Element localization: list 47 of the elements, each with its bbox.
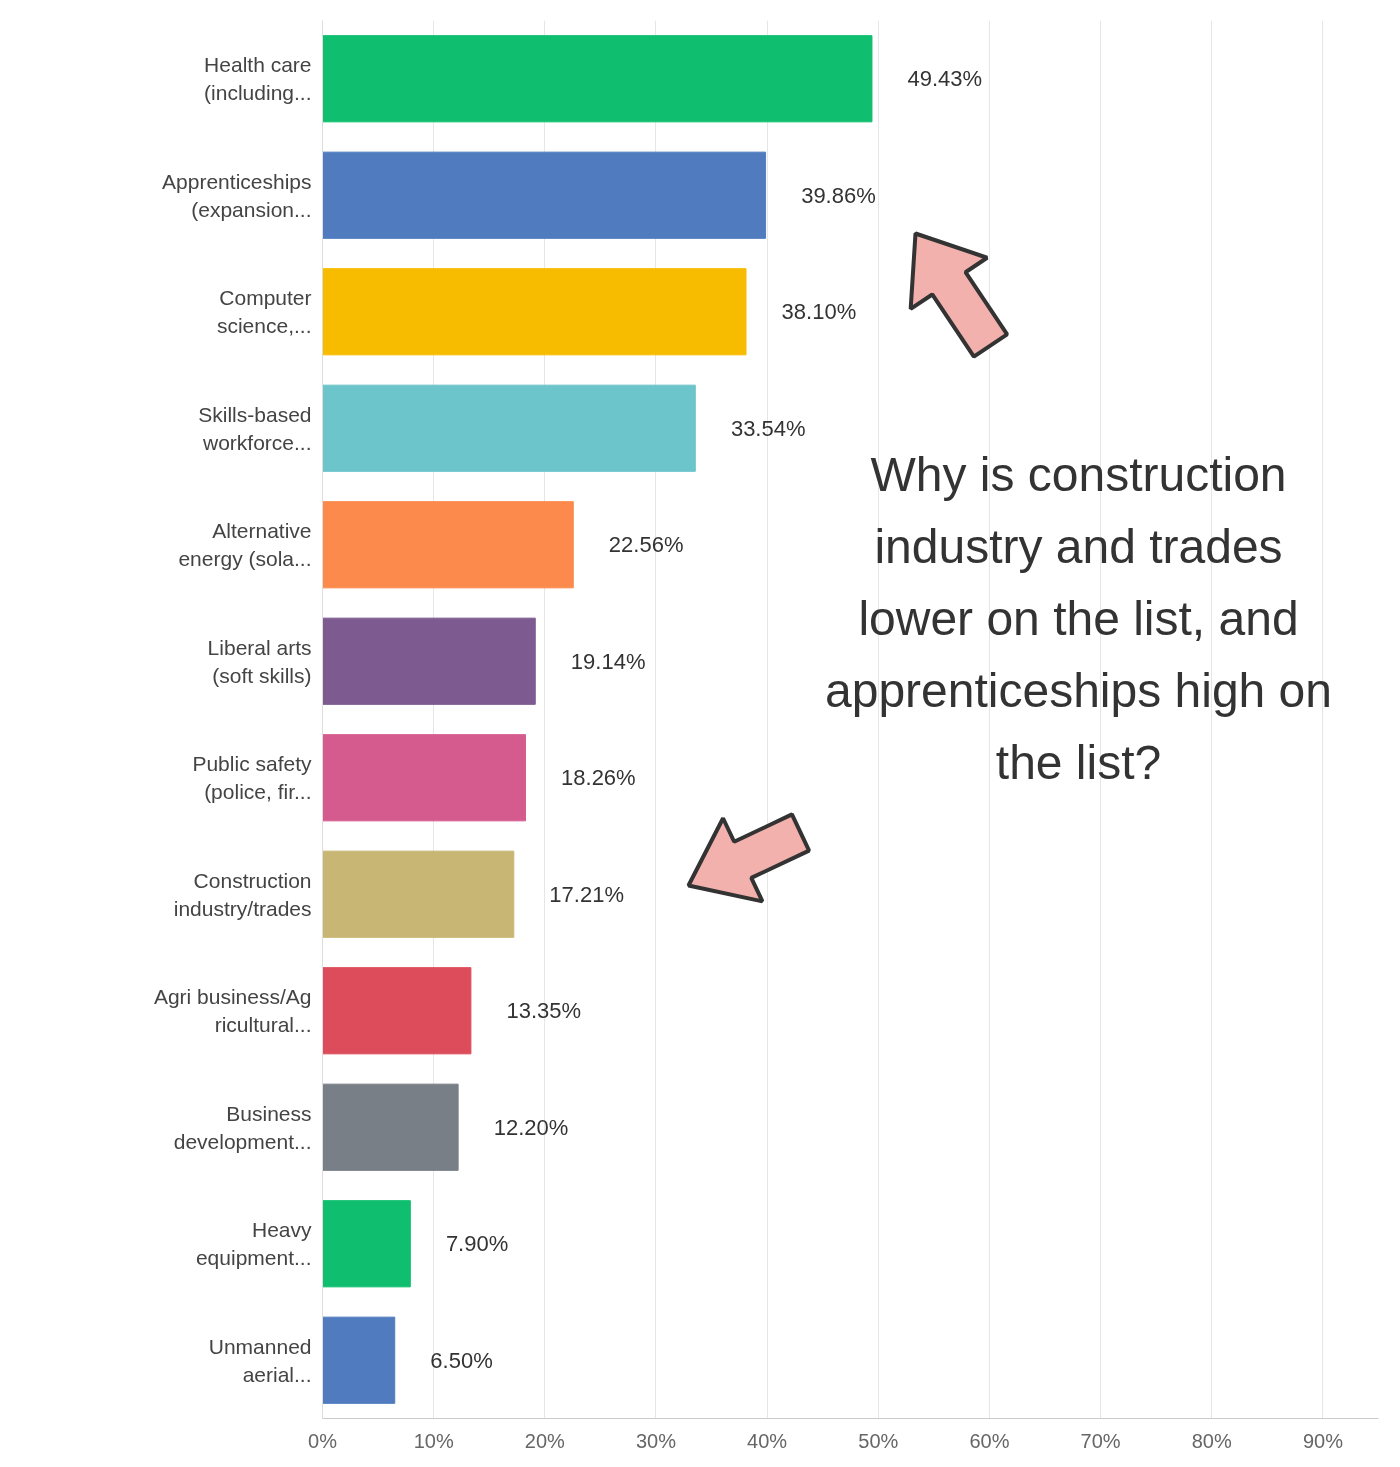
- data-label: 33.54%: [730, 415, 806, 441]
- data-label: 13.35%: [506, 998, 582, 1024]
- bar: [322, 151, 767, 239]
- y-tick-label: Computer science,...: [216, 286, 312, 338]
- data-label: 49.43%: [907, 66, 983, 92]
- x-tick-label: 70%: [1080, 1429, 1121, 1452]
- x-tick-label: 90%: [1302, 1429, 1344, 1452]
- x-tick-label: 20%: [524, 1429, 566, 1452]
- data-label: 18.26%: [561, 765, 636, 791]
- x-tick-label: 10%: [413, 1429, 454, 1452]
- bar: [322, 850, 515, 938]
- y-tick-label: Apprenticeships (expansion...: [162, 169, 312, 221]
- x-tick-label: 40%: [747, 1429, 788, 1452]
- bar: [322, 617, 536, 705]
- y-tick-label: Construction industry/trades: [173, 868, 312, 920]
- x-tick-label: 30%: [635, 1429, 677, 1452]
- data-label: 39.86%: [801, 182, 876, 208]
- bar: [322, 734, 526, 822]
- y-tick-label: Agri business/Ag ricultural...: [153, 985, 312, 1037]
- y-tick-label: Skills-based workforce...: [198, 402, 312, 454]
- y-tick-label: Health care (including...: [204, 53, 312, 105]
- data-label: 38.10%: [781, 299, 857, 325]
- data-label: 6.50%: [430, 1347, 493, 1373]
- bar: [322, 967, 472, 1055]
- x-tick-label: 50%: [858, 1429, 899, 1452]
- bar: [322, 35, 873, 123]
- y-tick-label: Unmanned aerial...: [208, 1334, 312, 1386]
- x-tick-label: 80%: [1191, 1429, 1232, 1452]
- data-label: 19.14%: [570, 648, 646, 674]
- x-tick-label: 60%: [969, 1429, 1010, 1452]
- data-label: 12.20%: [493, 1114, 569, 1140]
- bar: [322, 1083, 459, 1171]
- y-tick-label: Liberal arts (soft skills): [207, 635, 312, 687]
- y-tick-label: Heavy equipment...: [195, 1218, 312, 1270]
- y-tick-label: Business development...: [173, 1101, 312, 1153]
- bar: [322, 501, 574, 589]
- y-tick-label: Public safety (police, fir...: [192, 752, 312, 804]
- bar: [322, 384, 696, 472]
- data-label: 22.56%: [608, 532, 684, 558]
- y-tick-label: Alternative energy (sola...: [178, 519, 312, 571]
- annotation: Why is construction industry and trades lower on the list, and apprenticeships high on the list?: [824, 447, 1333, 789]
- x-tick-label: 0%: [308, 1429, 338, 1452]
- data-label: 17.21%: [549, 881, 624, 907]
- bar: [322, 1316, 396, 1404]
- bar: [322, 1200, 411, 1288]
- data-label: 7.90%: [445, 1231, 509, 1257]
- bar: [322, 268, 747, 356]
